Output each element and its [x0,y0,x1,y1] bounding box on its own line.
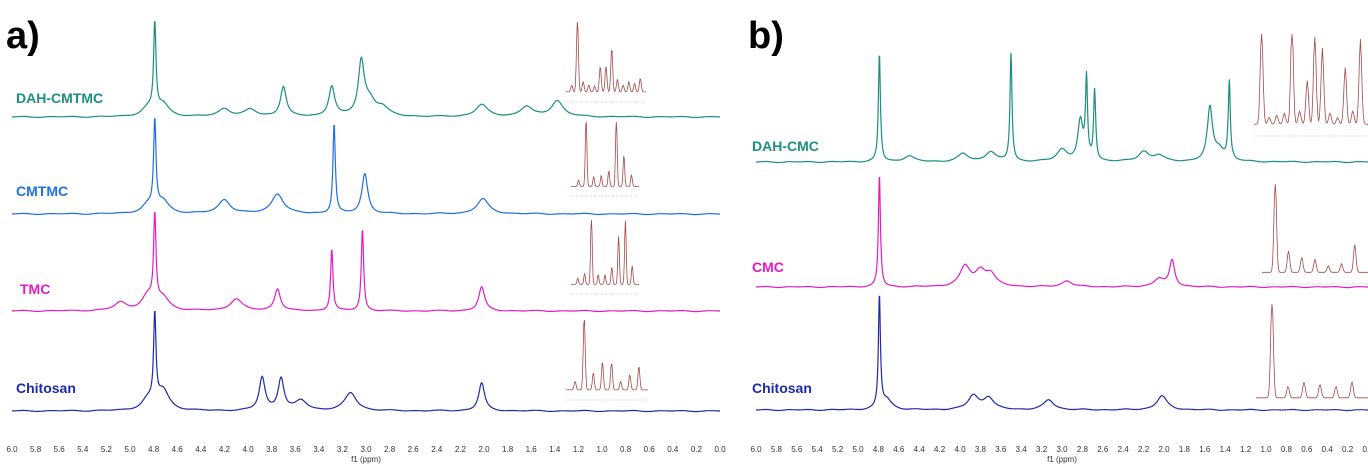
spectrum-line-chitosan [756,295,1368,412]
x-tick-label: 5.0 [852,445,864,454]
panel-letter-a: a) [6,15,40,57]
x-tick-label: 1.2 [1240,445,1252,454]
x-tick-label: 1.0 [596,445,608,454]
x-tick-label: 3.8 [975,445,987,454]
x-tick-label: 1.6 [1199,445,1211,454]
x-tick-label: 1.4 [549,445,561,454]
x-tick-label: 2.2 [1138,445,1150,454]
series-label-chitosan: Chitosan [16,380,76,396]
x-tick-label: 0.2 [1342,445,1354,454]
spectrum-line-tmc [12,211,720,313]
x-tick-label: 2.6 [1097,445,1109,454]
series-label-tmc: TMC [20,281,50,297]
x-tick-label: 5.0 [124,445,136,454]
inset-spectrum [1254,33,1368,137]
spectrum-line-dah-cmc [756,52,1368,164]
inset-spectrum [1256,303,1368,411]
x-tick-label: 4.0 [242,445,254,454]
x-tick-label: 3.8 [266,445,278,454]
series-label-cmtmc: CMTMC [16,183,68,199]
x-tick-label: 3.2 [1036,445,1048,454]
x-tick-label: 3.0 [1056,445,1068,454]
x-tick-label: 5.2 [832,445,844,454]
x-tick-label: 4.8 [873,445,885,454]
series-label-chitosan: Chitosan [752,380,812,396]
spectrum-line-dah-cmtmc [12,21,720,119]
x-tick-label: 4.6 [893,445,905,454]
inset-spectrum [566,319,648,401]
x-tick-label: 2.0 [478,445,490,454]
spectrum-panel-b: 6.0 5.8 5.6 5.4 5.2 5.0 4.8 4.6 4.4 4.2 4.0 3.8 3.6 3… [750,33,1368,464]
x-tick-label: 3.0 [360,445,372,454]
spectrum-line-chitosan [12,310,720,413]
x-tick-label: 5.2 [101,445,113,454]
inset-spectrum [1262,183,1368,285]
x-tick-label: 4.0 [954,445,966,454]
x-axis-label: f1 (ppm) [1047,455,1077,464]
series-label-cmc: CMC [752,259,784,275]
x-tick-label: 4.8 [148,445,160,454]
x-tick-label: 2.6 [408,445,420,454]
x-tick-label: 1.8 [1179,445,1191,454]
x-tick-label: 2.8 [384,445,396,454]
series-label-dah-cmtmc: DAH-CMTMC [16,90,103,106]
x-tick-label: 5.6 [791,445,803,454]
x-tick-label: 4.4 [195,445,207,454]
spectrum-line-cmc [756,177,1368,289]
inset-spectrum [571,121,639,197]
x-tick-label: 1.8 [502,445,514,454]
x-tick-label: 6.0 [750,445,762,454]
x-tick-label: 0.2 [691,445,703,454]
x-tick-label: 3.6 [995,445,1007,454]
x-tick-label: 3.6 [290,445,302,454]
inset-spectrum [571,219,639,295]
x-tick-label: 0.0 [1362,445,1368,454]
x-tick-label: 1.6 [526,445,538,454]
x-tick-label: 0.6 [644,445,656,454]
x-tick-label: 3.4 [1016,445,1028,454]
series-label-dah-cmc: DAH-CMC [752,138,819,154]
x-tick-label: 5.8 [771,445,783,454]
spectrum-line-cmtmc [12,118,720,216]
x-tick-label: 5.8 [30,445,42,454]
x-tick-label: 0.4 [667,445,679,454]
x-tick-label: 2.4 [1118,445,1130,454]
x-tick-label: 5.4 [812,445,824,454]
x-tick-label: 0.8 [620,445,632,454]
panel-letter-b: b) [748,15,784,57]
x-tick-label: 5.4 [77,445,89,454]
x-tick-label: 1.0 [1260,445,1272,454]
spectrum-panel-a: 6.0 5.8 5.6 5.4 5.2 5.0 4.8 4.6 4.4 4.2 4.0 3.8 3.6 3… [6,21,726,464]
x-tick-label: 0.4 [1322,445,1334,454]
inset-spectrum [566,21,646,103]
x-tick-label: 0.6 [1301,445,1313,454]
x-tick-label: 5.6 [54,445,66,454]
x-tick-label: 3.2 [337,445,349,454]
x-tick-label: 0.8 [1281,445,1293,454]
x-tick-label: 4.2 [219,445,231,454]
x-tick-label: 6.0 [6,445,18,454]
x-tick-label: 4.2 [934,445,946,454]
x-tick-label: 4.4 [914,445,926,454]
x-tick-label: 2.2 [455,445,467,454]
x-tick-label: 3.4 [313,445,325,454]
x-tick-label: 1.2 [573,445,585,454]
x-tick-label: 1.4 [1220,445,1232,454]
x-tick-label: 2.8 [1077,445,1089,454]
x-tick-label: 4.6 [172,445,184,454]
x-tick-label: 2.4 [431,445,443,454]
x-tick-label: 2.0 [1158,445,1170,454]
x-axis-label: f1 (ppm) [351,455,381,464]
x-tick-label: 0.0 [714,445,726,454]
